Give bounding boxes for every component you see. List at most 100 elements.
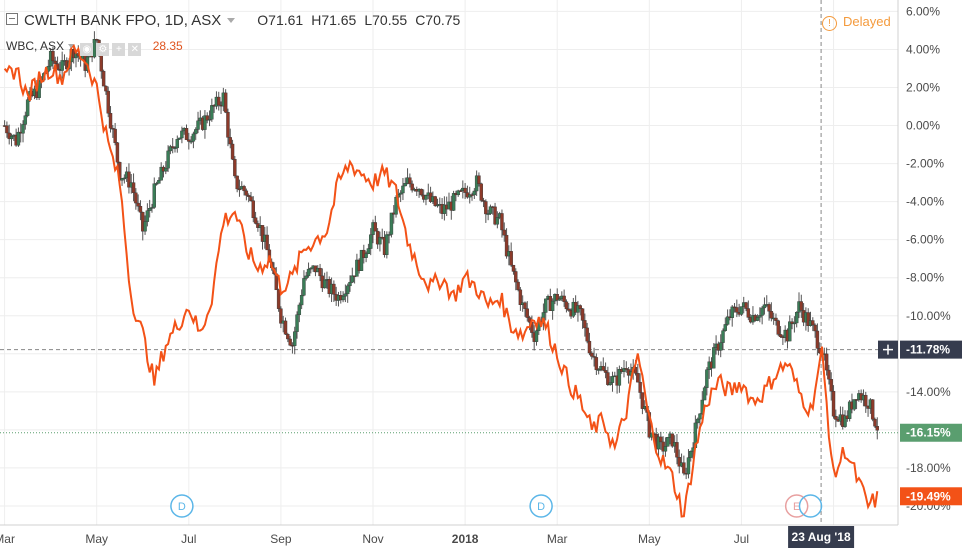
crosshair-date-label: 23 Aug '18: [792, 530, 851, 544]
candle-body: [479, 183, 483, 201]
candle-body: [790, 321, 794, 324]
candle-body: [852, 399, 856, 410]
candle-body: [122, 177, 127, 180]
plus-icon[interactable]: +: [112, 43, 126, 56]
candle-body: [304, 275, 308, 279]
y-tick-label: -10.00%: [906, 309, 951, 323]
candle-body: [516, 281, 520, 291]
compare-legend[interactable]: WBC, ASX ◉ ⚙ + ✕ 28.35: [6, 39, 183, 56]
candle-body: [686, 457, 691, 475]
candle-body: [555, 294, 559, 301]
candle-body: [143, 221, 147, 232]
y-tick-label: 4.00%: [906, 42, 940, 56]
candle-body: [207, 119, 212, 121]
candle-body: [210, 105, 214, 120]
candle-body: [159, 166, 163, 181]
candle-body: [585, 327, 589, 342]
cba-price-label: -16.15%: [906, 426, 951, 440]
candle-body: [23, 115, 28, 125]
y-tick-label: -4.00%: [906, 195, 944, 209]
chart-legend-main[interactable]: CWLTH BANK FPO, 1D, ASX O71.61 H71.65 L70.5…: [6, 12, 460, 29]
y-tick-label: -18.00%: [906, 461, 951, 475]
candle-body: [712, 347, 716, 369]
candle-body: [228, 137, 232, 145]
y-tick-label: 6.00%: [906, 4, 940, 18]
dividend-marker: [798, 494, 823, 518]
candle-body: [166, 150, 170, 169]
candle-body: [134, 192, 138, 204]
candle-body: [776, 320, 780, 335]
candle-body: [235, 175, 239, 190]
x-tick-label: May: [638, 532, 661, 546]
chevron-down-icon[interactable]: [68, 44, 75, 48]
candle-body: [788, 321, 792, 342]
candle-body: [205, 115, 209, 121]
eye-icon[interactable]: ◉: [80, 43, 94, 56]
candle-body: [253, 217, 258, 224]
candle-body: [451, 193, 456, 211]
candle-body: [145, 210, 150, 222]
candle-body: [608, 382, 612, 385]
candle-body: [829, 379, 833, 392]
close-value: C70.75: [415, 12, 461, 28]
candle-body: [108, 113, 113, 129]
candle-body: [288, 338, 292, 346]
candle-body: [486, 213, 490, 215]
candle-body: [348, 281, 352, 287]
candle-body: [488, 206, 493, 214]
candle-body: [695, 418, 700, 424]
y-tick-label: 2.00%: [906, 81, 940, 95]
candle-body: [401, 185, 405, 194]
candle-body: [233, 159, 237, 177]
settings-icon[interactable]: ⚙: [96, 43, 110, 56]
candle-body: [659, 436, 663, 443]
candle-body: [587, 340, 592, 354]
candle-body: [295, 314, 299, 332]
symbol-title: CWLTH BANK FPO, 1D, ASX: [24, 12, 222, 29]
y-tick-label: -14.00%: [906, 385, 951, 399]
close-icon[interactable]: ✕: [128, 43, 142, 56]
delayed-indicator[interactable]: ! Delayed: [822, 14, 891, 31]
collapse-icon[interactable]: [6, 13, 18, 25]
candle-body: [350, 275, 354, 283]
crosshair-price-badge: [900, 340, 962, 359]
candle-body: [511, 264, 516, 272]
candle-body: [746, 308, 751, 318]
candle-body: [279, 308, 283, 324]
candle-body: [424, 195, 428, 200]
candle-body: [120, 178, 124, 181]
candle-body: [594, 357, 599, 371]
candle-body: [378, 236, 382, 245]
candle-body: [115, 142, 120, 163]
grid-lines: [0, 0, 899, 526]
candle-body: [152, 183, 156, 208]
candle-body: [419, 188, 424, 196]
candle-body: [7, 132, 11, 140]
candle-body: [164, 167, 168, 172]
candle-body: [534, 330, 539, 342]
candle-body: [53, 60, 57, 64]
wbc-price-label: -19.49%: [906, 489, 951, 503]
dividend-marker: [170, 494, 194, 518]
candle-body: [398, 192, 403, 195]
candle-body: [5, 125, 9, 134]
candle-body: [557, 298, 562, 301]
candle-body: [755, 317, 760, 321]
candle-body: [175, 139, 179, 149]
candle-body: [854, 399, 859, 401]
x-tick-label: Nov: [362, 532, 383, 546]
candle-body: [656, 436, 661, 450]
crosshair-date-badge: [788, 526, 855, 548]
x-tick-label: Jul: [734, 532, 749, 546]
candle-body: [60, 60, 64, 71]
candle-body: [794, 312, 799, 324]
candle-body: [341, 295, 345, 301]
candle-body: [389, 212, 394, 235]
chevron-down-icon[interactable]: [227, 18, 236, 23]
candle-body: [332, 283, 336, 295]
candle-body: [433, 196, 437, 206]
candle-body: [544, 298, 548, 313]
candle-body: [617, 368, 622, 386]
candle-body: [131, 182, 136, 194]
